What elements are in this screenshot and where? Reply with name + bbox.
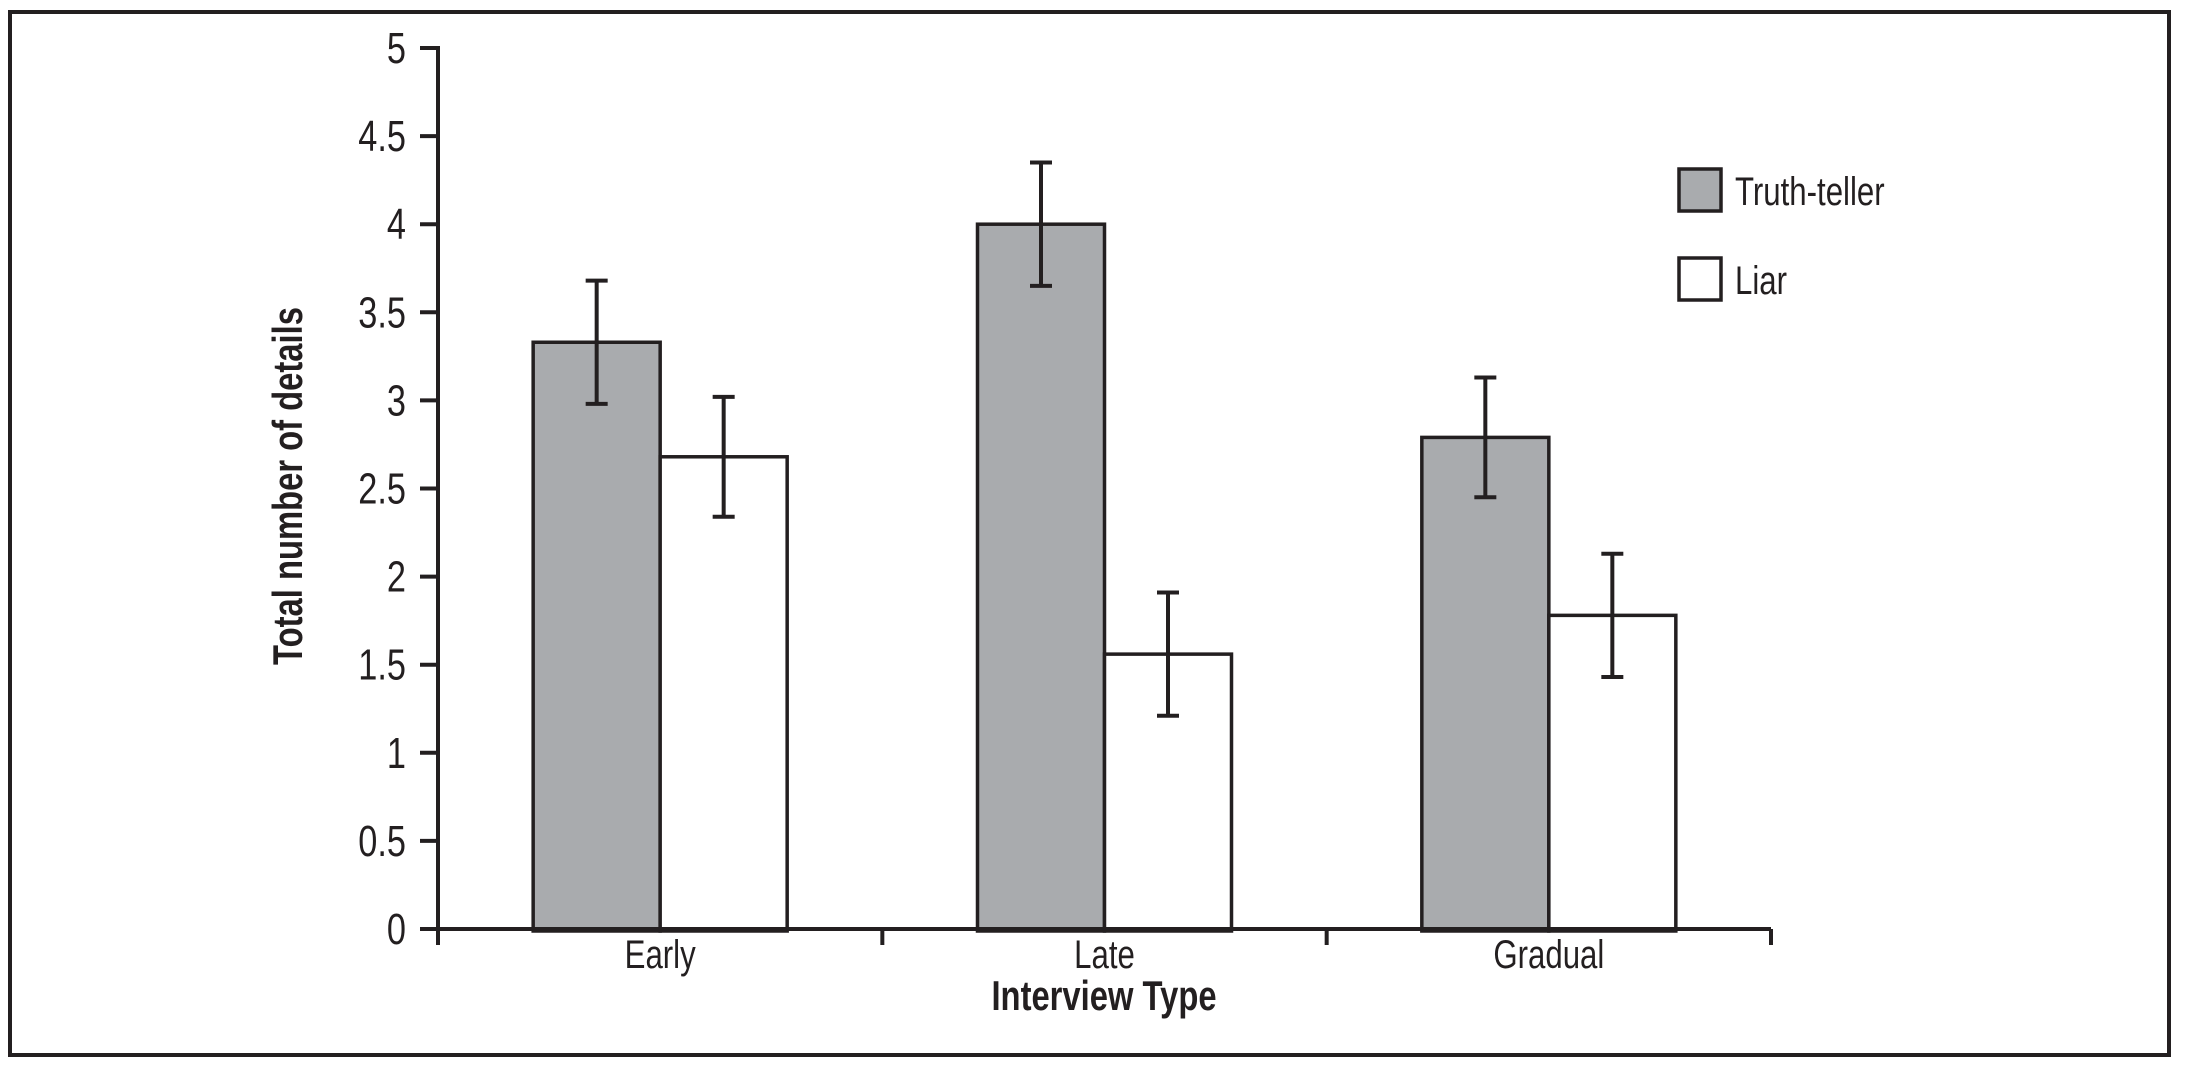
y-tick-label-2: 2 <box>387 553 406 602</box>
y-tick-label-4-5: 4.5 <box>358 112 406 161</box>
bar-liar-early <box>658 455 789 933</box>
x-category-label-early: Early <box>625 932 696 977</box>
y-tick-label-2-5: 2.5 <box>358 464 406 513</box>
x-category-label-gradual: Gradual <box>1493 932 1604 977</box>
legend-swatch-truth-teller <box>1677 167 1723 213</box>
y-tick-label-4: 4 <box>387 200 406 249</box>
figure-border <box>8 10 2171 1057</box>
legend-swatch-liar <box>1677 256 1723 302</box>
y-tick-label-1: 1 <box>387 729 406 778</box>
plot-area: 0 0.5 1 1.5 2 2.5 3 3.5 4 4.5 5 Early Late Gradual <box>358 24 1773 977</box>
x-axis-title: Interview Type <box>991 972 1216 1019</box>
legend-label-liar: Liar <box>1735 258 1787 303</box>
y-tick-label-3-5: 3.5 <box>358 288 406 337</box>
bar-truth-teller-late <box>975 222 1107 933</box>
x-category-label-late: Late <box>1074 932 1135 977</box>
y-axis-title: Total number of details <box>264 307 311 665</box>
y-tick-label-5: 5 <box>387 24 406 73</box>
legend-label-truth-teller: Truth-teller <box>1735 169 1885 214</box>
bar-truth-teller-gradual <box>1420 435 1551 933</box>
bar-truth-teller-early <box>531 340 662 933</box>
y-tick-label-0: 0 <box>387 905 406 954</box>
y-tick-label-0-5: 0.5 <box>358 817 406 866</box>
y-tick-label-3: 3 <box>387 376 406 425</box>
legend: Truth-teller Liar <box>1677 167 1885 303</box>
y-tick-label-1-5: 1.5 <box>358 641 406 690</box>
